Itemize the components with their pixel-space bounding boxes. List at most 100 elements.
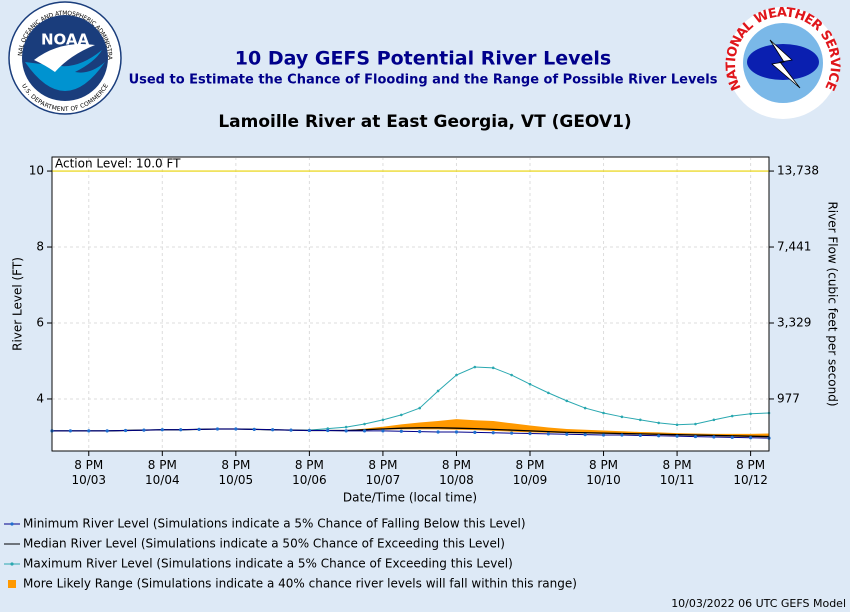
- noaa-logo: NATIONAL OCEANIC AND ATMOSPHERIC ADMINIS…: [0, 0, 122, 115]
- point: [344, 425, 348, 429]
- point: [68, 429, 72, 433]
- point: [418, 430, 422, 434]
- footer: 10/03/2022 06 UTC GEFS Model: [671, 597, 846, 610]
- x-tick-label: 8 PM 10/05: [218, 458, 254, 487]
- point: [436, 389, 440, 393]
- y2-tick-label: 3,329: [777, 315, 811, 329]
- x-tick-label: 8 PM 10/08: [439, 458, 474, 487]
- point: [473, 430, 477, 434]
- point: [455, 373, 458, 377]
- point: [105, 429, 109, 433]
- subtitle: Used to Estimate the Chance of Flooding …: [129, 73, 718, 88]
- y2-tick-label: 7,441: [777, 240, 811, 254]
- point: [510, 373, 513, 377]
- point: [565, 432, 569, 436]
- point: [381, 418, 385, 422]
- y-tick-label: 4: [36, 391, 44, 405]
- point: [491, 366, 495, 370]
- point: [307, 428, 311, 433]
- y-axis-label: River Level (FT): [11, 257, 25, 351]
- point: [381, 429, 385, 433]
- x-axis-label: Date/Time (local time): [343, 491, 477, 505]
- x-tick-label: 8 PM 10/04: [145, 458, 180, 487]
- point: [693, 434, 698, 439]
- point: [620, 433, 624, 437]
- y-tick-label: 10: [29, 164, 44, 178]
- point: [546, 432, 550, 436]
- plot-area: [51, 156, 770, 452]
- x-tick-label: 8 PM 10/12: [733, 458, 768, 487]
- y-tick-label: 8: [36, 240, 44, 254]
- point: [694, 422, 697, 426]
- point: [602, 411, 605, 415]
- y2-tick-label: 13,738: [777, 164, 819, 178]
- nws-logo: NATIONAL WEATHER SERVICE: [723, 5, 843, 119]
- x-tick-label: 8 PM 10/07: [365, 458, 401, 487]
- legend-label: More Likely Range (Simulations indicate …: [23, 577, 577, 591]
- point: [749, 412, 752, 416]
- point: [436, 430, 440, 434]
- point: [400, 413, 403, 417]
- x-tick-label: 8 PM 10/06: [292, 458, 327, 487]
- legend-label: Median River Level (Simulations indicate…: [23, 537, 505, 551]
- point: [142, 428, 146, 432]
- point: [657, 421, 660, 425]
- point: [234, 427, 238, 431]
- legend-swatch: [8, 580, 16, 588]
- point: [197, 427, 201, 431]
- point: [749, 436, 753, 440]
- point: [712, 418, 716, 422]
- legend-dot: [10, 522, 14, 526]
- point: [418, 406, 421, 410]
- y2-tick-label: 977: [777, 391, 800, 405]
- title: 10 Day GEFS Potential River Levels: [235, 48, 611, 70]
- point: [712, 435, 716, 439]
- action-level-label: Action Level: 10.0 FT: [55, 157, 181, 171]
- point: [179, 428, 183, 432]
- point: [528, 382, 532, 386]
- point: [547, 391, 550, 395]
- point: [160, 428, 164, 432]
- likely-range: [346, 419, 769, 438]
- point: [730, 435, 734, 439]
- legend-dot: [10, 562, 14, 566]
- y-tick-label: 6: [36, 315, 44, 329]
- point: [344, 429, 348, 433]
- point: [639, 418, 642, 422]
- point: [675, 423, 679, 427]
- plot-area: [51, 156, 770, 452]
- point: [583, 406, 587, 410]
- point: [675, 434, 679, 438]
- point: [620, 415, 624, 419]
- point: [271, 428, 275, 432]
- x-tick-label: 8 PM 10/09: [512, 458, 548, 487]
- x-tick-label: 8 PM 10/10: [586, 458, 621, 487]
- point: [491, 431, 495, 435]
- x-tick-label: 8 PM 10/03: [71, 458, 107, 487]
- series-line: [52, 428, 770, 439]
- point: [638, 433, 642, 438]
- point: [215, 427, 220, 431]
- point: [601, 433, 606, 437]
- x-tick-label: 8 PM 10/11: [659, 458, 695, 487]
- point: [252, 427, 256, 431]
- point: [87, 429, 91, 433]
- legend-label: Maximum River Level (Simulations indicat…: [23, 557, 513, 571]
- point: [363, 422, 366, 426]
- point: [454, 430, 459, 434]
- point: [289, 428, 293, 432]
- point: [528, 431, 532, 436]
- legend-label: Minimum River Level (Simulations indicat…: [23, 517, 526, 531]
- point: [123, 428, 128, 433]
- point: [510, 431, 514, 435]
- point: [473, 365, 477, 369]
- point: [399, 429, 403, 433]
- point: [565, 399, 569, 403]
- noaa-text: NOAA: [41, 31, 90, 49]
- point: [583, 433, 587, 437]
- point: [657, 434, 661, 438]
- point: [326, 428, 330, 433]
- y2-axis-label: River Flow (cubic feet per second): [826, 201, 840, 406]
